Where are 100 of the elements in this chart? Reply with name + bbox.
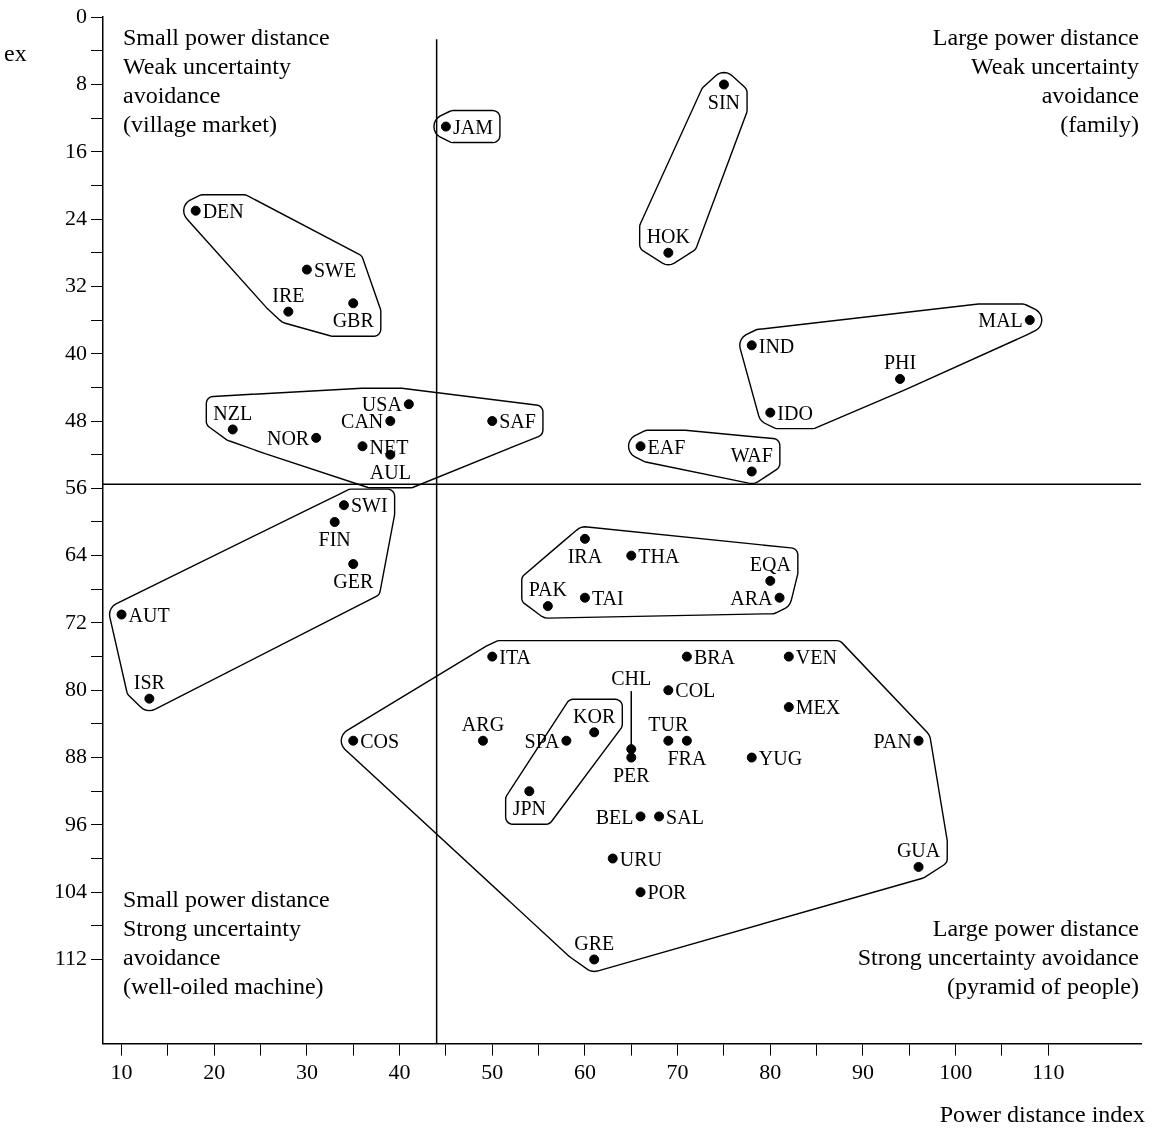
annotation: SWE: [313, 258, 357, 281]
annotation: GBR: [332, 309, 375, 332]
point: [663, 247, 674, 258]
y-tick-label: 88: [65, 743, 87, 769]
point: [895, 373, 906, 384]
annotation: SWI: [350, 494, 388, 517]
annotation: JAM: [452, 115, 494, 138]
point: [561, 735, 572, 746]
annotation: IND: [758, 334, 795, 357]
annotation: CHL: [611, 667, 652, 690]
point: [283, 306, 294, 317]
point: [190, 205, 201, 216]
point: [477, 735, 488, 746]
x-axis-title: Power distance index: [939, 1101, 1145, 1127]
point: [635, 441, 646, 452]
y-tick-label: 112: [54, 945, 87, 971]
point: [524, 786, 535, 797]
point: [589, 954, 600, 965]
annotation: VEN: [795, 645, 837, 668]
point: [774, 592, 785, 603]
point: [718, 79, 729, 90]
point: [765, 407, 776, 418]
point: [579, 592, 590, 603]
x-tick-label: 20: [203, 1058, 226, 1084]
annotation: PHI: [883, 351, 917, 374]
x-tick-label: 60: [573, 1058, 596, 1084]
y-tick-label: 56: [65, 474, 87, 500]
annotation: KOR: [573, 704, 616, 727]
annotation: IRA: [567, 545, 603, 568]
annotation: Large power distance Weak uncertainty avoidance (family): [932, 24, 1139, 138]
annotation: AUT: [128, 603, 170, 626]
point: [663, 735, 674, 746]
annotation: DEN: [202, 199, 244, 222]
point: [626, 744, 637, 755]
x-tick-label: 80: [759, 1058, 782, 1084]
annotation: CAN: [341, 410, 384, 433]
annotation: ARG: [461, 712, 505, 735]
point: [440, 121, 451, 132]
y-tick-label: 80: [65, 676, 87, 702]
annotation: BEL: [595, 805, 634, 828]
annotation: BRA: [693, 645, 736, 668]
x-tick-label: 70: [666, 1058, 689, 1084]
point: [579, 533, 590, 544]
point: [913, 735, 924, 746]
annotation: YUG: [758, 746, 803, 769]
x-tick-label: 30: [295, 1058, 318, 1084]
point: [746, 752, 757, 763]
point: [338, 500, 349, 511]
y-tick-label: 40: [65, 339, 87, 365]
annotation: MAL: [978, 309, 1023, 332]
annotation: IDO: [777, 401, 813, 424]
point: [663, 685, 674, 696]
annotation: GER: [333, 570, 374, 593]
point: [681, 651, 692, 662]
y-tick-label: 48: [65, 406, 87, 432]
point: [635, 811, 646, 822]
x-tick-label: 110: [1032, 1058, 1065, 1084]
annotation: POR: [647, 881, 688, 904]
annotation: ISR: [133, 670, 166, 693]
point: [1024, 315, 1035, 326]
point: [746, 340, 757, 351]
annotation: Small power distance Weak uncertainty avoidance (village market): [123, 24, 330, 138]
x-tick-label: 100: [939, 1058, 973, 1084]
annotation: JPN: [512, 797, 547, 820]
annotation: PAN: [873, 729, 912, 752]
annotation: COL: [675, 679, 716, 702]
annotation: WAF: [730, 443, 773, 466]
annotation: AUL: [369, 460, 411, 483]
annotation: ITA: [499, 645, 532, 668]
y-tick-label: 72: [65, 608, 87, 634]
point: [227, 424, 238, 435]
x-tick-label: 50: [481, 1058, 504, 1084]
point: [348, 559, 359, 570]
point: [635, 887, 646, 898]
annotation: HOK: [646, 225, 691, 248]
point: [144, 693, 155, 704]
annotation: SAL: [666, 805, 704, 828]
y-tick-label: 96: [65, 810, 87, 836]
point: [913, 861, 924, 872]
point: [746, 466, 757, 477]
y-tick-label: 104: [54, 877, 87, 903]
y-tick-label: 0: [76, 2, 87, 28]
annotation: COS: [360, 729, 400, 752]
annotation: URU: [619, 847, 663, 870]
point: [301, 264, 312, 275]
point: [654, 811, 665, 822]
annotation: SAF: [499, 410, 536, 433]
y-tick-label: 16: [65, 137, 87, 163]
point: [783, 651, 794, 662]
y-tick-label: 24: [65, 204, 87, 230]
annotation: NOR: [266, 427, 310, 450]
annotation: Large power distance Strong uncertainty avoidance (pyramid of people): [857, 914, 1139, 999]
point: [681, 735, 692, 746]
point: [765, 575, 776, 586]
point: [116, 609, 127, 620]
point: [783, 702, 794, 713]
point: [589, 727, 600, 738]
point: [607, 853, 618, 864]
x-tick-label: 40: [388, 1058, 411, 1084]
annotation: ARA: [730, 586, 774, 609]
